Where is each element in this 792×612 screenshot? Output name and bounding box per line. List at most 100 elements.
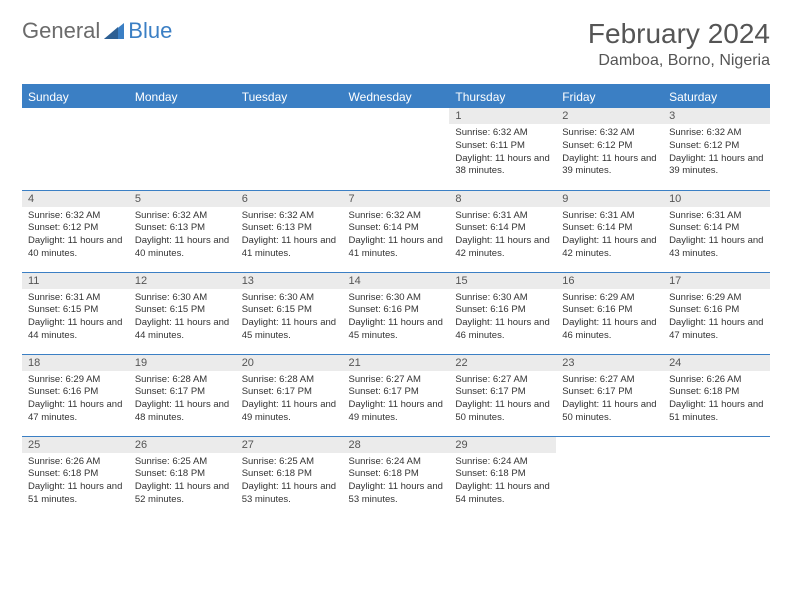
sunset-line: Sunset: 6:16 PM	[349, 304, 444, 317]
sunset-line: Sunset: 6:18 PM	[28, 468, 123, 481]
day-number: 5	[129, 191, 236, 207]
daylight-line: Daylight: 11 hours and 42 minutes.	[562, 235, 657, 261]
daylight-line: Daylight: 11 hours and 41 minutes.	[242, 235, 337, 261]
sunrise-line: Sunrise: 6:27 AM	[562, 374, 657, 387]
daylight-line: Daylight: 11 hours and 45 minutes.	[242, 317, 337, 343]
day-number: 26	[129, 437, 236, 453]
daylight-line: Daylight: 11 hours and 45 minutes.	[349, 317, 444, 343]
calendar-day: 28Sunrise: 6:24 AMSunset: 6:18 PMDayligh…	[343, 436, 450, 518]
day-details: Sunrise: 6:32 AMSunset: 6:12 PMDaylight:…	[556, 124, 663, 182]
calendar-day: 22Sunrise: 6:27 AMSunset: 6:17 PMDayligh…	[449, 354, 556, 436]
location-subtitle: Damboa, Borno, Nigeria	[588, 52, 770, 70]
sunrise-line: Sunrise: 6:26 AM	[669, 374, 764, 387]
day-number: 18	[22, 355, 129, 371]
daylight-line: Daylight: 11 hours and 48 minutes.	[135, 399, 230, 425]
sunrise-line: Sunrise: 6:31 AM	[562, 210, 657, 223]
daylight-line: Daylight: 11 hours and 44 minutes.	[28, 317, 123, 343]
day-number: 20	[236, 355, 343, 371]
sunset-line: Sunset: 6:11 PM	[455, 140, 550, 153]
day-number: 16	[556, 273, 663, 289]
calendar-day: 8Sunrise: 6:31 AMSunset: 6:14 PMDaylight…	[449, 190, 556, 272]
day-number: 23	[556, 355, 663, 371]
sunset-line: Sunset: 6:17 PM	[242, 386, 337, 399]
brand-text-2: Blue	[128, 18, 172, 44]
day-details: Sunrise: 6:25 AMSunset: 6:18 PMDaylight:…	[129, 453, 236, 511]
calendar-empty	[129, 108, 236, 190]
calendar-day: 16Sunrise: 6:29 AMSunset: 6:16 PMDayligh…	[556, 272, 663, 354]
calendar-head: SundayMondayTuesdayWednesdayThursdayFrid…	[22, 85, 770, 108]
weekday-header: Wednesday	[343, 85, 450, 108]
sunrise-line: Sunrise: 6:32 AM	[242, 210, 337, 223]
sunset-line: Sunset: 6:14 PM	[669, 222, 764, 235]
daylight-line: Daylight: 11 hours and 46 minutes.	[455, 317, 550, 343]
calendar-day: 12Sunrise: 6:30 AMSunset: 6:15 PMDayligh…	[129, 272, 236, 354]
day-number: 9	[556, 191, 663, 207]
day-details: Sunrise: 6:30 AMSunset: 6:16 PMDaylight:…	[449, 289, 556, 347]
daylight-line: Daylight: 11 hours and 39 minutes.	[562, 153, 657, 179]
daylight-line: Daylight: 11 hours and 39 minutes.	[669, 153, 764, 179]
day-details: Sunrise: 6:27 AMSunset: 6:17 PMDaylight:…	[556, 371, 663, 429]
calendar-day: 24Sunrise: 6:26 AMSunset: 6:18 PMDayligh…	[663, 354, 770, 436]
header: General Blue February 2024 Damboa, Borno…	[22, 18, 770, 70]
day-details: Sunrise: 6:26 AMSunset: 6:18 PMDaylight:…	[22, 453, 129, 511]
sunrise-line: Sunrise: 6:29 AM	[669, 292, 764, 305]
day-details: Sunrise: 6:28 AMSunset: 6:17 PMDaylight:…	[129, 371, 236, 429]
sunrise-line: Sunrise: 6:32 AM	[349, 210, 444, 223]
daylight-line: Daylight: 11 hours and 42 minutes.	[455, 235, 550, 261]
sunset-line: Sunset: 6:14 PM	[455, 222, 550, 235]
calendar-day: 23Sunrise: 6:27 AMSunset: 6:17 PMDayligh…	[556, 354, 663, 436]
calendar-day: 13Sunrise: 6:30 AMSunset: 6:15 PMDayligh…	[236, 272, 343, 354]
day-details: Sunrise: 6:31 AMSunset: 6:14 PMDaylight:…	[663, 207, 770, 265]
day-number: 25	[22, 437, 129, 453]
daylight-line: Daylight: 11 hours and 40 minutes.	[28, 235, 123, 261]
day-details: Sunrise: 6:31 AMSunset: 6:14 PMDaylight:…	[556, 207, 663, 265]
sunrise-line: Sunrise: 6:31 AM	[28, 292, 123, 305]
daylight-line: Daylight: 11 hours and 51 minutes.	[669, 399, 764, 425]
sunrise-line: Sunrise: 6:29 AM	[562, 292, 657, 305]
sunrise-line: Sunrise: 6:27 AM	[455, 374, 550, 387]
calendar-day: 6Sunrise: 6:32 AMSunset: 6:13 PMDaylight…	[236, 190, 343, 272]
sunrise-line: Sunrise: 6:32 AM	[562, 127, 657, 140]
sunset-line: Sunset: 6:17 PM	[349, 386, 444, 399]
sunset-line: Sunset: 6:17 PM	[455, 386, 550, 399]
weekday-header: Tuesday	[236, 85, 343, 108]
daylight-line: Daylight: 11 hours and 51 minutes.	[28, 481, 123, 507]
day-details: Sunrise: 6:27 AMSunset: 6:17 PMDaylight:…	[449, 371, 556, 429]
day-details: Sunrise: 6:29 AMSunset: 6:16 PMDaylight:…	[22, 371, 129, 429]
day-details: Sunrise: 6:27 AMSunset: 6:17 PMDaylight:…	[343, 371, 450, 429]
day-details: Sunrise: 6:25 AMSunset: 6:18 PMDaylight:…	[236, 453, 343, 511]
day-number: 12	[129, 273, 236, 289]
day-number: 10	[663, 191, 770, 207]
day-details: Sunrise: 6:28 AMSunset: 6:17 PMDaylight:…	[236, 371, 343, 429]
day-number: 4	[22, 191, 129, 207]
day-number: 8	[449, 191, 556, 207]
sunrise-line: Sunrise: 6:31 AM	[669, 210, 764, 223]
sunrise-line: Sunrise: 6:27 AM	[349, 374, 444, 387]
sunset-line: Sunset: 6:12 PM	[28, 222, 123, 235]
day-number: 14	[343, 273, 450, 289]
sunrise-line: Sunrise: 6:24 AM	[455, 456, 550, 469]
day-details: Sunrise: 6:32 AMSunset: 6:12 PMDaylight:…	[663, 124, 770, 182]
day-number: 3	[663, 108, 770, 124]
day-details: Sunrise: 6:32 AMSunset: 6:14 PMDaylight:…	[343, 207, 450, 265]
calendar-table: SundayMondayTuesdayWednesdayThursdayFrid…	[22, 84, 770, 518]
calendar-empty	[343, 108, 450, 190]
calendar-day: 4Sunrise: 6:32 AMSunset: 6:12 PMDaylight…	[22, 190, 129, 272]
calendar-day: 7Sunrise: 6:32 AMSunset: 6:14 PMDaylight…	[343, 190, 450, 272]
day-number: 6	[236, 191, 343, 207]
daylight-line: Daylight: 11 hours and 50 minutes.	[562, 399, 657, 425]
day-details: Sunrise: 6:24 AMSunset: 6:18 PMDaylight:…	[343, 453, 450, 511]
daylight-line: Daylight: 11 hours and 47 minutes.	[28, 399, 123, 425]
sunrise-line: Sunrise: 6:30 AM	[135, 292, 230, 305]
day-number: 28	[343, 437, 450, 453]
calendar-day: 3Sunrise: 6:32 AMSunset: 6:12 PMDaylight…	[663, 108, 770, 190]
sunset-line: Sunset: 6:18 PM	[242, 468, 337, 481]
calendar-day: 9Sunrise: 6:31 AMSunset: 6:14 PMDaylight…	[556, 190, 663, 272]
daylight-line: Daylight: 11 hours and 49 minutes.	[349, 399, 444, 425]
daylight-line: Daylight: 11 hours and 52 minutes.	[135, 481, 230, 507]
day-number: 13	[236, 273, 343, 289]
day-details: Sunrise: 6:29 AMSunset: 6:16 PMDaylight:…	[556, 289, 663, 347]
calendar-day: 5Sunrise: 6:32 AMSunset: 6:13 PMDaylight…	[129, 190, 236, 272]
day-number: 15	[449, 273, 556, 289]
month-title: February 2024	[588, 18, 770, 50]
